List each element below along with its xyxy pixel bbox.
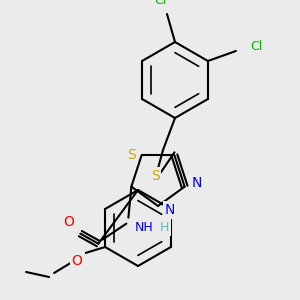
Text: NH: NH (135, 221, 154, 234)
Text: N: N (191, 176, 202, 190)
Text: Cl: Cl (154, 0, 166, 7)
Text: S: S (151, 169, 159, 183)
Text: N: N (165, 203, 175, 217)
Text: O: O (63, 215, 74, 229)
Text: S: S (127, 148, 136, 162)
Text: Cl: Cl (250, 40, 262, 53)
Text: O: O (72, 254, 83, 268)
Text: H: H (160, 221, 169, 234)
